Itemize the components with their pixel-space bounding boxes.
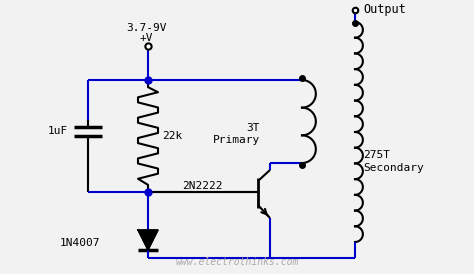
Text: 3.7-9V: 3.7-9V	[126, 23, 166, 33]
Text: 2N2222: 2N2222	[182, 181, 223, 191]
Text: +V: +V	[139, 33, 153, 43]
Polygon shape	[138, 230, 158, 250]
Text: 275T: 275T	[363, 150, 390, 160]
Text: Secondary: Secondary	[363, 163, 424, 173]
Text: 1N4007: 1N4007	[60, 238, 100, 248]
Text: www.electrothinks.com: www.electrothinks.com	[175, 257, 299, 267]
Text: 1uF: 1uF	[48, 126, 68, 136]
Text: 3T: 3T	[246, 123, 260, 133]
Text: 22k: 22k	[162, 131, 182, 141]
Text: Primary: Primary	[213, 135, 260, 145]
Text: Output: Output	[363, 4, 406, 16]
